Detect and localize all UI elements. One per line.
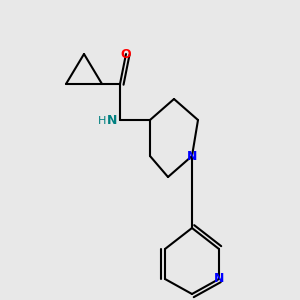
Text: H: H	[98, 116, 106, 127]
Text: N: N	[107, 113, 118, 127]
Text: N: N	[214, 272, 224, 286]
Text: N: N	[187, 149, 197, 163]
Text: O: O	[121, 47, 131, 61]
